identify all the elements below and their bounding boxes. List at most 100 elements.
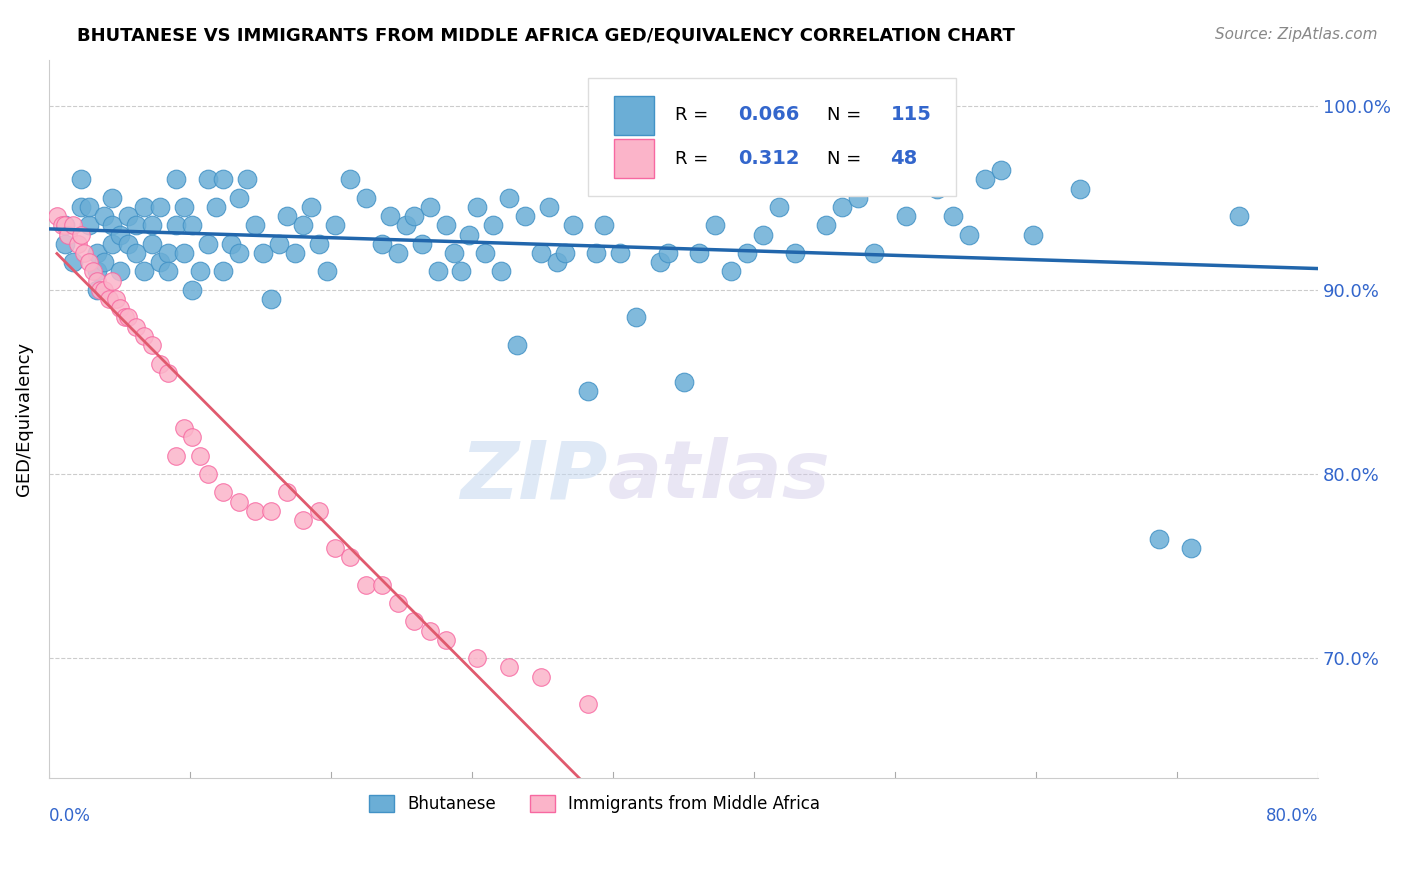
Point bbox=[180, 219, 202, 233]
Point bbox=[498, 191, 520, 205]
Point bbox=[110, 301, 132, 316]
Point bbox=[609, 246, 631, 260]
Text: R =: R = bbox=[675, 150, 709, 168]
Text: 0.066: 0.066 bbox=[738, 105, 800, 124]
Point bbox=[125, 246, 148, 260]
Point bbox=[53, 219, 76, 233]
Point bbox=[156, 246, 179, 260]
Point bbox=[45, 209, 67, 223]
Point bbox=[188, 449, 211, 463]
Point bbox=[735, 246, 758, 260]
Point bbox=[156, 366, 179, 380]
Point bbox=[291, 513, 314, 527]
Point bbox=[125, 219, 148, 233]
Point bbox=[66, 236, 89, 251]
Point bbox=[308, 236, 330, 251]
Point bbox=[180, 430, 202, 444]
Point bbox=[1180, 541, 1202, 555]
Point bbox=[291, 219, 314, 233]
Point bbox=[173, 246, 195, 260]
Point bbox=[212, 485, 235, 500]
Point bbox=[546, 255, 568, 269]
Point bbox=[276, 485, 298, 500]
Point bbox=[204, 200, 226, 214]
Point bbox=[752, 227, 775, 242]
Text: 80.0%: 80.0% bbox=[1265, 806, 1319, 825]
Point bbox=[69, 172, 91, 186]
Point bbox=[315, 264, 337, 278]
Point bbox=[86, 283, 108, 297]
Point bbox=[98, 292, 121, 306]
Point bbox=[101, 219, 124, 233]
Point bbox=[110, 227, 132, 242]
Point bbox=[173, 421, 195, 435]
Point bbox=[267, 236, 290, 251]
Point bbox=[125, 319, 148, 334]
Text: ZIP: ZIP bbox=[460, 437, 607, 516]
Point bbox=[101, 191, 124, 205]
Point bbox=[212, 172, 235, 186]
Point bbox=[513, 209, 536, 223]
Point bbox=[77, 219, 100, 233]
Point bbox=[942, 209, 965, 223]
Point bbox=[910, 172, 932, 186]
Point bbox=[197, 172, 219, 186]
Point bbox=[402, 209, 425, 223]
Point bbox=[69, 200, 91, 214]
Point bbox=[323, 541, 346, 555]
FancyBboxPatch shape bbox=[588, 78, 956, 196]
Point bbox=[149, 200, 172, 214]
Point bbox=[53, 236, 76, 251]
Point bbox=[101, 236, 124, 251]
Text: N =: N = bbox=[827, 106, 862, 124]
Point bbox=[299, 200, 322, 214]
Point bbox=[82, 264, 104, 278]
Point bbox=[93, 209, 115, 223]
Point bbox=[465, 200, 488, 214]
Point bbox=[308, 504, 330, 518]
Point bbox=[506, 338, 529, 352]
Point bbox=[62, 255, 84, 269]
Point bbox=[86, 264, 108, 278]
Point bbox=[576, 384, 599, 399]
Point bbox=[498, 660, 520, 674]
Point bbox=[134, 200, 156, 214]
Point bbox=[387, 596, 409, 610]
Point bbox=[458, 227, 481, 242]
Point bbox=[1021, 227, 1043, 242]
Point bbox=[585, 246, 607, 260]
Point bbox=[260, 504, 283, 518]
Text: 48: 48 bbox=[890, 149, 918, 169]
Point bbox=[228, 246, 250, 260]
Point bbox=[134, 329, 156, 343]
Text: N =: N = bbox=[827, 150, 862, 168]
Point bbox=[395, 219, 418, 233]
Point bbox=[165, 172, 187, 186]
Point bbox=[245, 504, 267, 518]
Point bbox=[110, 264, 132, 278]
Y-axis label: GED/Equivalency: GED/Equivalency bbox=[15, 342, 32, 496]
Point bbox=[624, 310, 647, 325]
Point bbox=[188, 264, 211, 278]
Point bbox=[86, 246, 108, 260]
Point bbox=[450, 264, 472, 278]
Point bbox=[720, 264, 742, 278]
Point bbox=[1227, 209, 1250, 223]
Point bbox=[426, 264, 449, 278]
Point bbox=[846, 191, 869, 205]
Point bbox=[419, 200, 441, 214]
Point bbox=[768, 200, 790, 214]
Text: Source: ZipAtlas.com: Source: ZipAtlas.com bbox=[1215, 27, 1378, 42]
Point bbox=[815, 219, 838, 233]
Point bbox=[688, 246, 710, 260]
Point bbox=[104, 292, 127, 306]
Point bbox=[1149, 532, 1171, 546]
Point bbox=[134, 264, 156, 278]
Point bbox=[530, 246, 553, 260]
Point bbox=[434, 219, 457, 233]
Point bbox=[489, 264, 512, 278]
Point bbox=[86, 274, 108, 288]
Point bbox=[402, 615, 425, 629]
Point bbox=[173, 200, 195, 214]
Point bbox=[77, 200, 100, 214]
